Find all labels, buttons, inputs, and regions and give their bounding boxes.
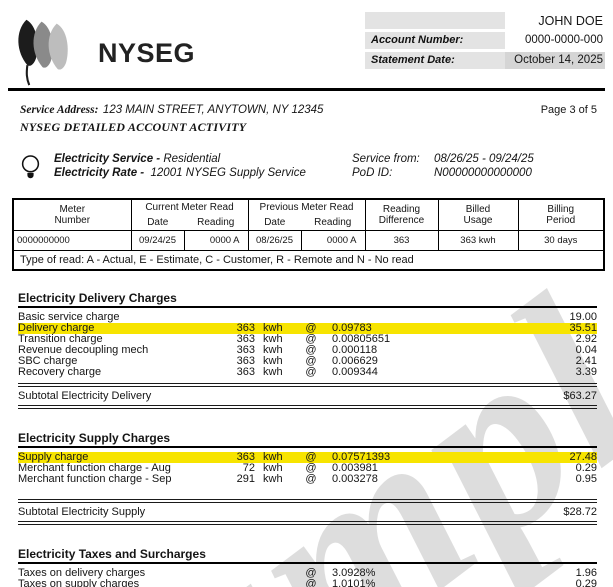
col-reading-difference: Reading Difference	[364, 199, 438, 231]
charge-row: SBC charge 363 kwh @0.006629 2.41	[18, 354, 597, 367]
meter-number: 0000000000	[13, 230, 131, 251]
meter-subheader-row: Date Reading Date Reading	[13, 215, 604, 231]
page-indicator: Page 3 of 5	[540, 104, 597, 116]
charge-row-highlighted: Delivery charge 363 kwh @0.09783 35.51	[18, 321, 597, 334]
pod-id-value: N00000000000000	[434, 167, 532, 179]
service-block: Electricity Service - Residential Electr…	[20, 152, 597, 188]
col-current-date: Date	[130, 215, 184, 231]
charge-row: Merchant function charge - Aug 72 kwh @0.00…	[18, 462, 597, 475]
col-meter-number: Meter Number	[54, 204, 91, 226]
subtotal-amount: $63.27	[563, 390, 597, 403]
statement-date-value: October 14, 2025	[505, 52, 605, 69]
account-number-label: Account Number:	[365, 32, 505, 49]
customer-name-row: JOHN DOE	[365, 12, 605, 29]
service-label: Electricity Service -	[54, 153, 161, 165]
service-address-value: 123 MAIN STREET, ANYTOWN, NY 12345	[102, 104, 324, 116]
customer-name: JOHN DOE	[505, 12, 605, 29]
brand-wordmark: NYSEG	[98, 37, 196, 68]
rule	[18, 405, 597, 410]
pod-id-label: PoD ID:	[352, 167, 393, 179]
billed-usage: 363 kwh	[437, 230, 518, 251]
service-address-label: Service Address:	[20, 104, 99, 116]
charge-row: Transition charge 363 kwh @0.00805651 2.92	[18, 332, 597, 345]
charge-row: Merchant function charge - Sep 291 kwh @0.0…	[18, 473, 597, 486]
service-details: Electricity Service - Residential Electr…	[54, 152, 352, 188]
rule	[18, 383, 597, 388]
statement-date-row: Statement Date: October 14, 2025	[365, 52, 605, 69]
reading-difference: 363	[364, 230, 438, 251]
subtotal-row: Subtotal Electricity Supply $28.72	[18, 503, 597, 521]
charge-row-highlighted: Supply charge 363 kwh @0.07571393 27.48	[18, 451, 597, 464]
delivery-charges-section: Electricity Delivery Charges Basic servi…	[18, 291, 597, 410]
customer-name-label	[365, 12, 505, 29]
section-title: Electricity Taxes and Surcharges	[18, 547, 597, 565]
statement-date-label: Statement Date:	[365, 52, 505, 69]
document-title: NYSEG DETAILED ACCOUNT ACTIVITY	[20, 120, 247, 134]
charge-row: Revenue decoupling mech 363 kwh @0.000118 0.…	[18, 343, 597, 356]
meter-data-row: 0000000000 09/24/25 0000 A 08/26/25 0000…	[13, 230, 604, 251]
lightbulb-icon	[20, 152, 54, 188]
section-title: Electricity Supply Charges	[18, 431, 597, 449]
meter-read-table: Meter Number Current Meter Read Previous…	[12, 198, 605, 271]
meter-footnote-row: Type of read: A - Actual, E - Estimate, …	[13, 250, 604, 270]
col-previous-date: Date	[247, 215, 301, 231]
type-of-read-note: Type of read: A - Actual, E - Estimate, …	[13, 250, 604, 270]
section-title: Electricity Delivery Charges	[18, 291, 597, 308]
col-current-reading: Reading	[197, 217, 235, 228]
col-billing-period: Billing Period	[517, 199, 604, 231]
current-date: 09/24/25	[130, 230, 184, 251]
rate-value: 12001 NYSEG Supply Service	[150, 167, 306, 179]
subtotal-row: Subtotal Electricity Delivery $63.27	[18, 387, 597, 405]
rate-line: Electricity Rate - 12001 NYSEG Supply Se…	[54, 166, 352, 180]
charge-row: Taxes on delivery charges @3.0928% 1.96	[18, 567, 597, 580]
bill-header: NYSEG JOHN DOE Account Number: 0000-0000…	[0, 0, 613, 88]
meter-header-row: Meter Number Current Meter Read Previous…	[13, 199, 604, 231]
subtotal-label: Subtotal Electricity Delivery	[18, 390, 152, 403]
service-from-label: Service from:	[352, 153, 420, 165]
address-block: Service Address: 123 MAIN STREET, ANYTOW…	[20, 100, 597, 135]
service-address: Service Address: 123 MAIN STREET, ANYTOW…	[20, 100, 323, 118]
account-number-row: Account Number: 0000-0000-000	[365, 32, 605, 49]
col-previous-reading: Reading	[314, 217, 352, 228]
billing-period: 30 days	[517, 230, 604, 251]
leaf-logo-icon	[14, 16, 88, 91]
subtotal-label: Subtotal Electricity Supply	[18, 506, 146, 519]
col-previous-read: Previous Meter Read	[247, 199, 365, 215]
service-line: Electricity Service - Residential	[54, 152, 352, 166]
charge-row: Basic service charge 19.00	[18, 311, 597, 323]
account-info-block: JOHN DOE Account Number: 0000-0000-000 S…	[365, 10, 605, 88]
charge-row: Recovery charge 363 kwh @0.009344 3.39	[18, 365, 597, 378]
previous-date: 08/26/25	[247, 230, 301, 251]
pod-id-line: PoD ID: N00000000000000	[352, 166, 597, 180]
taxes-surcharges-section: Electricity Taxes and Surcharges Taxes o…	[18, 547, 597, 587]
service-value: Residential	[163, 153, 221, 165]
account-number-value: 0000-0000-000	[505, 32, 605, 49]
subtotal-amount: $28.72	[563, 506, 597, 519]
rate-label: Electricity Rate -	[54, 167, 145, 179]
col-current-read: Current Meter Read	[130, 199, 248, 215]
rule	[18, 521, 597, 526]
supply-charges-section: Electricity Supply Charges Supply charge…	[18, 431, 597, 526]
current-reading: 0000 A	[183, 230, 248, 251]
rule	[18, 499, 597, 504]
col-billed-usage: Billed Usage	[437, 199, 518, 231]
service-from-line: Service from: 08/26/25 - 09/24/25	[352, 152, 597, 166]
previous-reading: 0000 A	[300, 230, 365, 251]
charge-row: Taxes on supply charges @1.0101% 0.29	[18, 578, 597, 587]
header-divider	[8, 88, 605, 91]
nyseg-logo: NYSEG	[14, 10, 195, 88]
service-from-value: 08/26/25 - 09/24/25	[434, 153, 534, 165]
service-period-details: Service from: 08/26/25 - 09/24/25 PoD ID…	[352, 152, 597, 188]
